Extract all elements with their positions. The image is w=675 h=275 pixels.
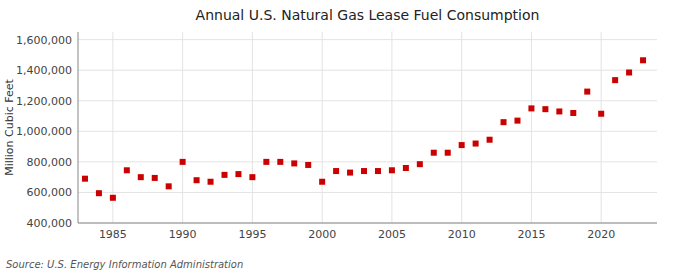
grid-line-y bbox=[78, 100, 657, 101]
point bbox=[640, 57, 646, 63]
point bbox=[249, 174, 255, 180]
point bbox=[445, 150, 451, 156]
point bbox=[333, 168, 339, 174]
y-tick-label: 1,000,000 bbox=[16, 125, 72, 138]
y-axis-label: Million Cubic Feet bbox=[3, 78, 16, 175]
chart: 1985 1990 1995 2000 2005 2010 2015 2020 400,000 6… bbox=[0, 0, 675, 275]
point bbox=[361, 168, 367, 174]
point bbox=[110, 195, 116, 201]
point bbox=[152, 175, 158, 181]
x-tick-label: 2015 bbox=[517, 228, 545, 241]
point bbox=[528, 105, 534, 111]
point bbox=[96, 190, 102, 196]
point bbox=[124, 167, 130, 173]
y-tick-label: 1,200,000 bbox=[16, 95, 72, 108]
point bbox=[305, 162, 311, 168]
grid-line-x bbox=[252, 32, 253, 223]
x-tick-label: 1985 bbox=[99, 228, 127, 241]
point bbox=[235, 171, 241, 177]
x-tick-label: 2005 bbox=[378, 228, 406, 241]
point bbox=[584, 89, 590, 95]
point bbox=[277, 159, 283, 165]
y-axis-line bbox=[78, 32, 79, 223]
y-tick-label: 1,400,000 bbox=[16, 64, 72, 77]
point bbox=[389, 167, 395, 173]
grid-line-y bbox=[78, 131, 657, 132]
y-tick-label: 600,000 bbox=[27, 186, 73, 199]
grid-line-x bbox=[461, 32, 462, 223]
axes: 1985 1990 1995 2000 2005 2010 2015 2020 400,000 6… bbox=[16, 32, 657, 241]
grid-line-y bbox=[78, 161, 657, 162]
point bbox=[194, 177, 200, 183]
point bbox=[598, 111, 604, 117]
grid-line-y bbox=[78, 192, 657, 193]
x-axis-line bbox=[78, 223, 657, 224]
point bbox=[612, 77, 618, 83]
grid-line-y bbox=[78, 223, 657, 224]
grid-line-x bbox=[322, 32, 323, 223]
y-tick-label: 1,600,000 bbox=[16, 34, 72, 47]
point bbox=[570, 110, 576, 116]
x-tick-label: 1995 bbox=[238, 228, 266, 241]
point bbox=[208, 179, 214, 185]
grid-line-x bbox=[182, 32, 183, 223]
point bbox=[166, 183, 172, 189]
x-tick-label: 1990 bbox=[169, 228, 197, 241]
point bbox=[501, 119, 507, 125]
point bbox=[221, 172, 227, 178]
grid-line-x bbox=[391, 32, 392, 223]
y-tick-label: 800,000 bbox=[27, 156, 73, 169]
point bbox=[487, 137, 493, 143]
point bbox=[542, 106, 548, 112]
title: Annual U.S. Natural Gas Lease Fuel Consu… bbox=[196, 7, 540, 23]
point bbox=[514, 118, 520, 124]
grid-line-y bbox=[78, 39, 657, 40]
source: Source: U.S. Energy Information Administ… bbox=[6, 259, 243, 270]
background bbox=[0, 0, 675, 275]
point bbox=[180, 159, 186, 165]
grid-line-x bbox=[112, 32, 113, 223]
x-tick-label: 2000 bbox=[308, 228, 336, 241]
point bbox=[626, 69, 632, 75]
y-tick-label: 400,000 bbox=[27, 217, 73, 230]
point bbox=[319, 179, 325, 185]
point bbox=[459, 142, 465, 148]
grid bbox=[78, 32, 657, 223]
x-tick-label: 2010 bbox=[448, 228, 476, 241]
point bbox=[556, 108, 562, 114]
grid-line-x bbox=[531, 32, 532, 223]
point bbox=[473, 141, 479, 147]
point bbox=[431, 150, 437, 156]
grid-line-y bbox=[78, 70, 657, 71]
point bbox=[403, 165, 409, 171]
points bbox=[82, 57, 646, 201]
point bbox=[375, 168, 381, 174]
point bbox=[138, 174, 144, 180]
point bbox=[291, 160, 297, 166]
x-tick-label: 2020 bbox=[587, 228, 615, 241]
grid-line-x bbox=[601, 32, 602, 223]
point bbox=[263, 159, 269, 165]
point bbox=[417, 161, 423, 167]
point bbox=[82, 176, 88, 182]
point bbox=[347, 170, 353, 176]
